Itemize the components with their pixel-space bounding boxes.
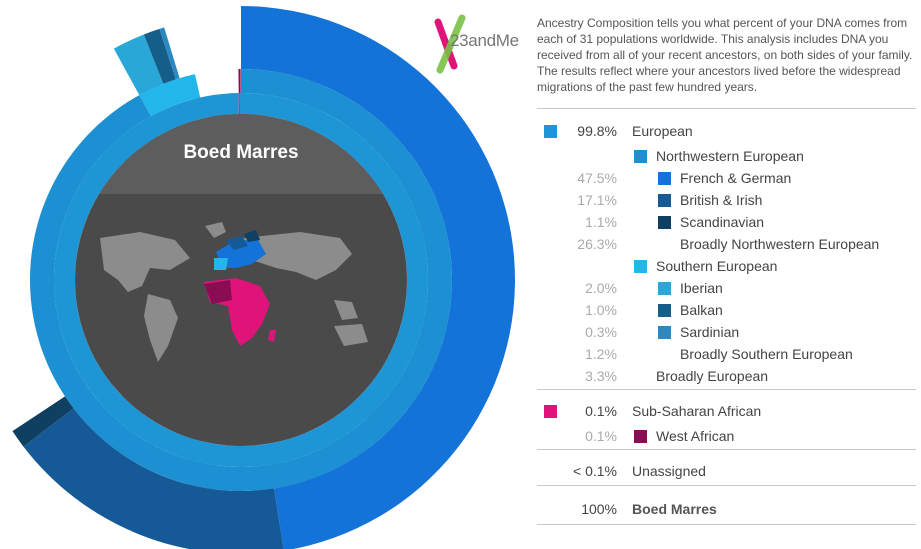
row-label: European (632, 123, 693, 139)
color-swatch (658, 172, 671, 185)
row-label: West African (656, 428, 735, 444)
ring-slice[interactable] (239, 93, 241, 115)
row-percent: 1.2% (585, 346, 617, 362)
composition-row[interactable]: 3.3% Broadly European (537, 366, 916, 386)
logo-x-icon (434, 14, 466, 74)
ring-slice[interactable] (238, 93, 240, 115)
ring-slice[interactable] (241, 6, 515, 549)
map-landmass[interactable] (334, 300, 358, 320)
row-label: British & Irish (680, 192, 763, 208)
person-name-title: Boed Marres (183, 142, 299, 163)
color-swatch (658, 216, 671, 229)
row-percent: 3.3% (585, 368, 617, 384)
composition-row[interactable]: 1.0% Balkan (537, 300, 916, 320)
table-divider (537, 485, 916, 486)
color-swatch (634, 260, 647, 273)
ring-slice[interactable] (139, 74, 201, 117)
row-label: Southern European (656, 258, 778, 274)
row-label: Iberian (680, 280, 723, 296)
map-landmass[interactable] (205, 222, 226, 238)
color-swatch (634, 150, 647, 163)
table-divider (537, 524, 916, 525)
row-percent: 2.0% (585, 280, 617, 296)
row-label: Broadly Northwestern European (680, 236, 880, 252)
composition-row[interactable]: 0.1% West African (537, 426, 916, 446)
ring-slice[interactable] (12, 396, 74, 447)
composition-row[interactable]: Northwestern European (537, 146, 916, 166)
ancestry-chart[interactable] (0, 0, 530, 549)
composition-row[interactable]: 17.1% British & Irish (537, 190, 916, 210)
row-percent: 26.3% (577, 236, 617, 252)
row-label: Broadly European (656, 368, 769, 384)
color-swatch (658, 304, 671, 317)
row-label: French & German (680, 170, 792, 186)
row-percent: 1.1% (585, 214, 617, 230)
composition-row[interactable]: Southern European (537, 256, 916, 276)
logo-wordmark: 23andMe (450, 31, 519, 50)
color-swatch (544, 405, 557, 418)
map-region-madagascar[interactable] (268, 330, 276, 342)
map-landmass[interactable] (144, 294, 178, 362)
table-divider (537, 389, 916, 390)
composition-row[interactable]: 2.0% Iberian (537, 278, 916, 298)
row-label: Broadly Southern European (680, 346, 853, 362)
color-swatch (634, 430, 647, 443)
row-label: Sardinian (680, 324, 740, 340)
ring-slice[interactable] (238, 69, 241, 94)
ring-slice[interactable] (143, 28, 176, 84)
map-region-southern[interactable] (214, 258, 228, 270)
row-percent: 100% (581, 501, 617, 517)
row-percent: 1.0% (585, 302, 617, 318)
color-swatch (658, 326, 671, 339)
ring-slice[interactable] (113, 34, 164, 96)
composition-row[interactable]: 47.5% French & German (537, 168, 916, 188)
map-region-scandinavia[interactable] (244, 230, 260, 242)
map-region-british[interactable] (226, 236, 248, 250)
composition-row[interactable]: 0.3% Sardinian (537, 322, 916, 342)
row-percent: 0.3% (585, 324, 617, 340)
composition-row[interactable]: 99.8% European (537, 121, 916, 141)
row-label: Northwestern European (656, 148, 804, 164)
color-swatch (544, 125, 557, 138)
composition-row[interactable]: 100% Boed Marres (537, 499, 916, 519)
ring-slice[interactable] (159, 27, 180, 80)
map-landmass[interactable] (334, 324, 368, 346)
row-percent: 17.1% (577, 192, 617, 208)
composition-row[interactable]: < 0.1% Unassigned (537, 461, 916, 481)
row-label: Balkan (680, 302, 723, 318)
row-label: Sub-Saharan African (632, 403, 762, 419)
color-swatch (658, 194, 671, 207)
ring-slice[interactable] (23, 408, 284, 549)
table-divider (537, 108, 916, 109)
composition-row[interactable]: 0.1% Sub-Saharan African (537, 401, 916, 421)
23andme-logo: 23andMe (432, 14, 524, 76)
composition-row[interactable]: 26.3% Broadly Northwestern European (537, 234, 916, 254)
donut-chart[interactable] (0, 0, 530, 549)
table-divider (537, 449, 916, 450)
color-swatch (658, 282, 671, 295)
row-percent: 0.1% (585, 403, 617, 419)
map-landmass[interactable] (100, 232, 190, 292)
row-label: Scandinavian (680, 214, 765, 230)
row-label: Unassigned (632, 463, 706, 479)
intro-text: Ancestry Composition tells you what perc… (537, 16, 913, 94)
composition-row[interactable]: 1.2% Broadly Southern European (537, 344, 916, 364)
row-percent: 99.8% (577, 123, 617, 139)
composition-row[interactable]: 1.1% Scandinavian (537, 212, 916, 232)
map-region-west-africa[interactable] (204, 280, 232, 304)
row-percent: 47.5% (577, 170, 617, 186)
map-region-europe[interactable] (216, 240, 266, 268)
row-label: Boed Marres (632, 501, 717, 517)
row-percent: 0.1% (585, 428, 617, 444)
row-percent: < 0.1% (573, 463, 617, 479)
